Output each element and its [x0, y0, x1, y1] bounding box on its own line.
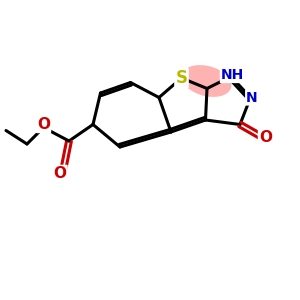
Text: NH: NH	[221, 68, 244, 82]
Text: S: S	[176, 69, 188, 87]
Text: O: O	[37, 117, 50, 132]
Text: O: O	[259, 130, 272, 146]
Ellipse shape	[182, 65, 231, 97]
Text: N: N	[246, 91, 258, 104]
Text: O: O	[53, 166, 67, 181]
